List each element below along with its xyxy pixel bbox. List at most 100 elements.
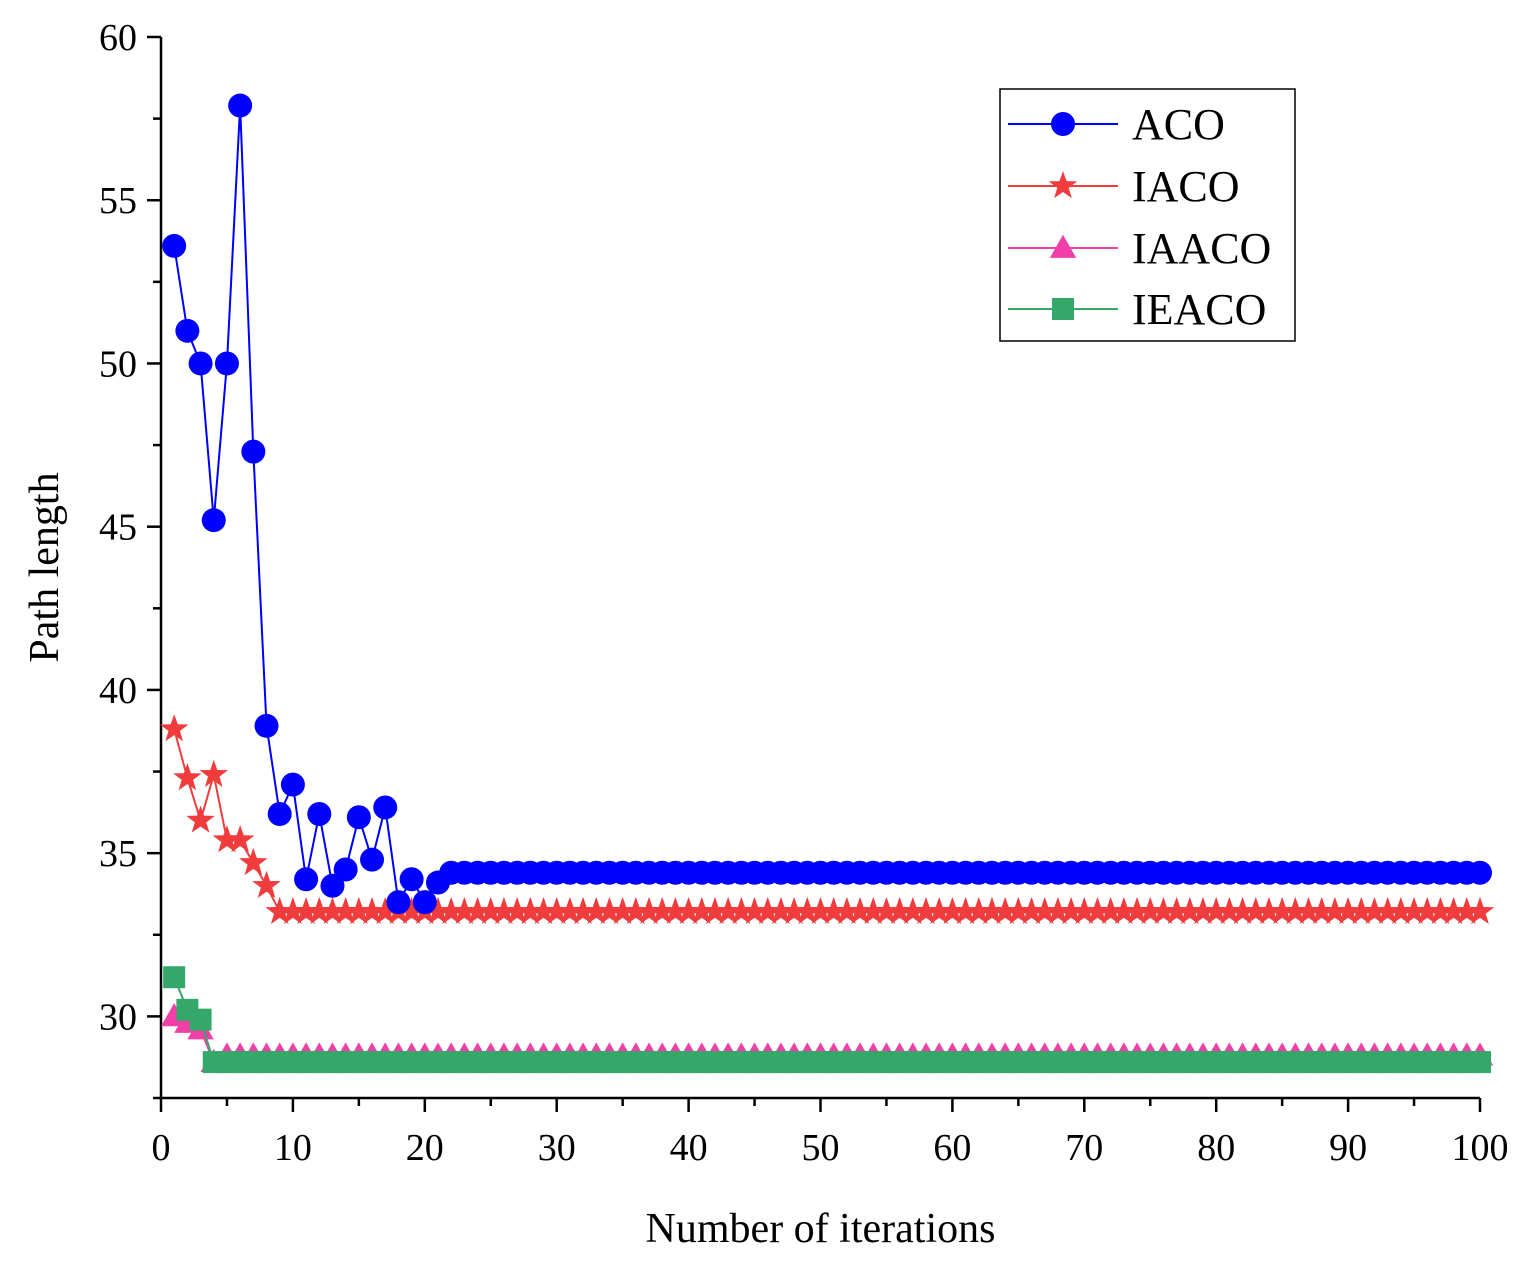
data-point-iaco	[1281, 896, 1310, 925]
data-point-iaco	[489, 896, 519, 925]
data-point-iaco	[1267, 896, 1297, 925]
data-point-iaco	[1307, 896, 1336, 925]
y-tick-label: 60	[99, 17, 137, 59]
data-point-iaco	[845, 896, 875, 925]
data-point-aco	[333, 857, 358, 882]
data-point-iaco	[186, 805, 215, 833]
data-point-iaco	[502, 896, 532, 925]
legend-swatch-marker	[1051, 112, 1075, 136]
data-point-iaco	[793, 896, 822, 925]
data-point-aco	[1468, 860, 1492, 885]
data-point-iaco	[212, 825, 242, 853]
data-point-iaco	[674, 896, 703, 925]
data-point-iaco	[740, 896, 769, 925]
x-tick-label: 70	[1065, 1127, 1103, 1169]
legend-item-iaaco: IAACO	[1008, 224, 1271, 273]
legend-label: IAACO	[1132, 224, 1271, 273]
data-point-iaco	[278, 896, 308, 925]
data-point-iaco	[1254, 896, 1284, 925]
data-point-iaco	[1109, 896, 1139, 925]
y-tick-label: 40	[99, 670, 137, 712]
data-point-iaco	[832, 896, 862, 925]
y-tick-label: 55	[99, 180, 137, 222]
data-point-iaco	[516, 896, 545, 925]
data-point-aco	[214, 351, 239, 376]
data-point-iaco	[1412, 896, 1442, 925]
data-point-aco	[188, 351, 213, 376]
data-point-iaco	[1149, 896, 1178, 925]
data-point-iaco	[608, 896, 637, 925]
legend-swatch-marker	[1052, 298, 1074, 320]
data-point-iaco	[436, 896, 466, 925]
data-point-aco	[320, 873, 345, 898]
data-point-iaco	[397, 896, 426, 925]
data-point-aco	[386, 890, 411, 915]
data-point-iaco	[1426, 896, 1455, 925]
legend: ACO IACO IAACO IEACO	[999, 88, 1296, 342]
legend-swatch-marker	[1049, 234, 1077, 258]
legend-label: IACO	[1132, 162, 1240, 211]
y-tick-label: 50	[99, 343, 137, 385]
legend-item-aco: ACO	[1008, 100, 1225, 149]
data-point-iaco	[1122, 896, 1152, 925]
data-point-iaco	[713, 896, 743, 925]
legend-label: IEACO	[1132, 285, 1266, 334]
data-point-iaco	[582, 896, 611, 925]
data-point-iaco	[1452, 896, 1482, 925]
data-point-iaco	[529, 896, 558, 925]
data-point-iaco	[568, 896, 598, 925]
data-point-iaco	[463, 896, 492, 925]
data-point-iaco	[331, 896, 360, 925]
data-point-aco	[254, 713, 279, 738]
x-tick-label: 60	[933, 1127, 971, 1169]
data-point-iaco	[687, 896, 717, 925]
data-point-iaco	[173, 763, 202, 791]
series-aco	[162, 93, 1492, 915]
data-point-iaco	[1070, 896, 1099, 925]
data-point-aco	[175, 318, 200, 343]
data-point-iaco	[1360, 896, 1389, 925]
x-tick-label: 10	[274, 1127, 312, 1169]
data-point-aco	[399, 867, 424, 892]
data-point-iaco	[1386, 896, 1416, 925]
data-point-iaco	[1399, 896, 1429, 925]
data-point-iaco	[1320, 896, 1350, 925]
data-point-iaco	[924, 896, 954, 925]
data-point-iaco	[1056, 896, 1086, 925]
data-point-iaco	[1188, 896, 1218, 925]
series-layer	[159, 93, 1495, 1074]
x-tick-label: 100	[1452, 1127, 1509, 1169]
data-point-iaco	[766, 896, 796, 925]
data-point-iaco	[476, 896, 506, 925]
legend-swatch-marker	[1048, 171, 1078, 199]
data-point-iaco	[911, 896, 941, 925]
data-point-iaco	[1294, 896, 1323, 925]
data-point-iaco	[225, 825, 255, 853]
data-point-iaco	[885, 896, 914, 925]
data-point-aco	[307, 801, 332, 826]
data-point-iaco	[1333, 896, 1363, 925]
data-point-iaco	[700, 896, 730, 925]
legend-label: ACO	[1132, 100, 1225, 149]
data-point-iaco	[1083, 896, 1112, 925]
data-point-iaco	[318, 896, 347, 925]
y-tick-label: 30	[99, 996, 137, 1038]
data-point-iaco	[727, 896, 756, 925]
data-point-iaco	[1162, 896, 1191, 925]
x-tick-label: 20	[406, 1127, 444, 1169]
data-point-iaco	[1017, 896, 1046, 925]
legend-item-ieaco: IEACO	[1008, 285, 1266, 334]
x-tick-label: 90	[1329, 1127, 1367, 1169]
data-point-iaco	[542, 896, 571, 925]
data-point-iaco	[1043, 896, 1073, 925]
data-point-iaco	[977, 896, 1007, 925]
data-point-iaco	[252, 870, 281, 898]
data-point-aco	[294, 867, 319, 892]
data-point-iaco	[964, 896, 994, 925]
data-point-iaco	[1201, 896, 1231, 925]
y-axis-title: Path length	[22, 472, 68, 662]
data-point-iaco	[872, 896, 901, 925]
x-tick-label: 50	[802, 1127, 840, 1169]
data-point-iaco	[938, 896, 967, 925]
